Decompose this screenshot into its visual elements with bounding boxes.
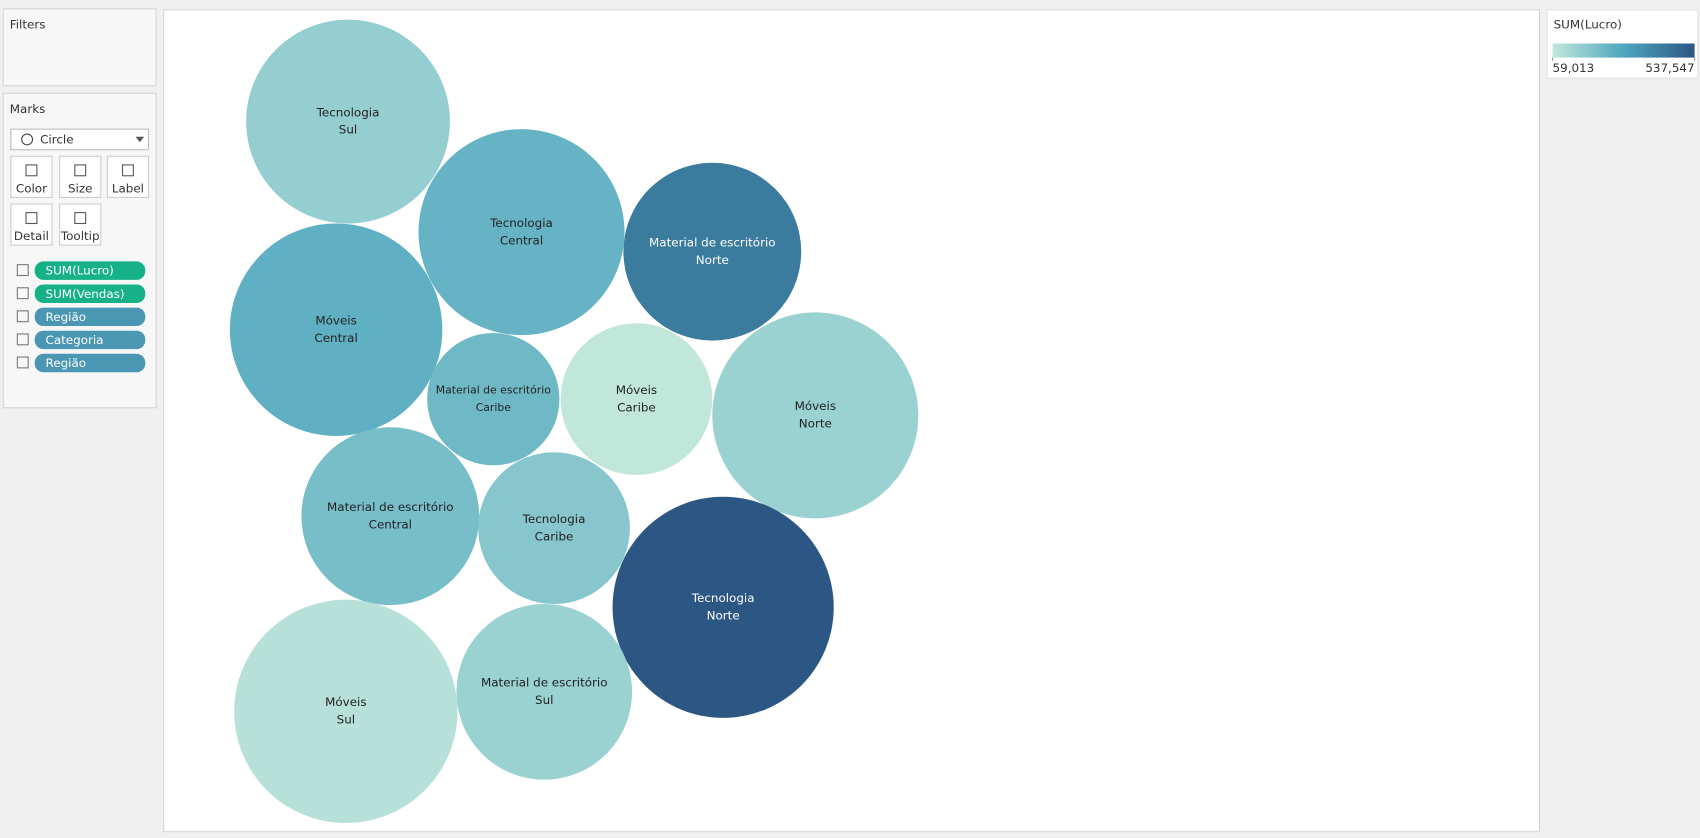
pill-icon (16, 356, 29, 369)
bubble-category: Móveis (315, 314, 356, 328)
bubble-region: Central (369, 517, 412, 531)
mark-type-dropdown[interactable] (10, 128, 150, 151)
pill-icon (16, 264, 29, 277)
pill: SUM(Lucro) (16, 261, 146, 280)
legend-tick-label: 59,013 (1553, 61, 1595, 75)
legend-tick-label: 537,547 (1645, 61, 1694, 75)
button-icon (121, 164, 134, 177)
pill-body[interactable] (34, 307, 146, 327)
marks-title: Marks (10, 102, 46, 116)
button-label: Detail (14, 229, 49, 243)
bubble (712, 312, 919, 519)
pill-icon (16, 333, 29, 346)
circle-icon (21, 133, 34, 146)
bubble-region: Norte (707, 608, 740, 622)
button-icon (74, 164, 87, 177)
bubble (612, 496, 834, 718)
pill-body[interactable] (34, 353, 146, 373)
mark-type: Circle (40, 132, 73, 146)
bubble-region: Central (314, 331, 357, 345)
mark-button[interactable] (10, 155, 53, 198)
bubble-category: Tecnologia (522, 512, 586, 526)
dropdown-arrow (135, 136, 145, 143)
bubble-category: Material de escritório (481, 676, 608, 690)
pill: Região (16, 353, 146, 373)
bubble (560, 323, 713, 476)
button-label: Tooltip (60, 229, 100, 243)
bubble-category: Material de escritório (436, 383, 551, 396)
legend-gradient (1552, 43, 1695, 58)
mark-button[interactable] (10, 203, 53, 246)
mark-button[interactable] (59, 155, 102, 198)
pill: Região (16, 307, 146, 327)
bubble (623, 162, 802, 341)
bubble-category: Móveis (616, 383, 657, 397)
filters-title: Filters (10, 18, 46, 32)
button-icon (25, 212, 38, 225)
pill-label: Região (46, 356, 87, 370)
bubble (229, 223, 443, 436)
pill-label: SUM(Vendas) (46, 287, 125, 301)
bubble-region: Sul (339, 123, 357, 137)
button-label: Label (112, 181, 144, 195)
pill-body[interactable] (34, 284, 146, 303)
bubble (427, 332, 560, 466)
pill: SUM(Vendas) (16, 284, 146, 303)
pill-label: Categoria (46, 333, 104, 347)
bubble-category: Tecnologia (316, 105, 380, 119)
bubble-region: Caribe (535, 529, 574, 543)
pill-icon (16, 287, 29, 300)
button-label: Color (16, 181, 47, 195)
filters-panel (2, 8, 157, 87)
bubble-region: Norte (799, 417, 832, 431)
bubble-category: Material de escritório (649, 235, 776, 249)
bubble (418, 129, 625, 336)
mark-button[interactable] (59, 203, 102, 246)
pill: Categoria (16, 330, 146, 350)
mark-button[interactable] (106, 155, 150, 198)
bubble-region: Sul (535, 693, 553, 707)
bubble-category: Móveis (795, 399, 836, 413)
legend-title: SUM(Lucro) (1554, 18, 1622, 32)
bubble-region: Caribe (617, 400, 656, 414)
bubble (478, 452, 630, 605)
bubble-region: Norte (696, 253, 729, 267)
pill-icon (16, 310, 29, 323)
pill-body[interactable] (34, 261, 146, 280)
bubble-region: Caribe (476, 401, 512, 414)
pill-body[interactable] (34, 330, 146, 350)
bubble-category: Móveis (325, 695, 366, 709)
bubble-category: Material de escritório (327, 500, 454, 514)
bubble (246, 19, 450, 224)
button-icon (74, 212, 87, 225)
pill-label: SUM(Lucro) (46, 264, 114, 278)
bubble-region: Central (500, 233, 543, 247)
bubble-category: Tecnologia (691, 591, 755, 605)
pill-label: Região (46, 310, 87, 324)
bubble-region: Sul (337, 713, 355, 727)
bubble-category: Tecnologia (489, 216, 553, 230)
button-icon (25, 164, 38, 177)
bubble (456, 604, 633, 780)
button-label: Size (68, 181, 92, 195)
bubble (301, 427, 480, 606)
bubble (234, 599, 458, 824)
